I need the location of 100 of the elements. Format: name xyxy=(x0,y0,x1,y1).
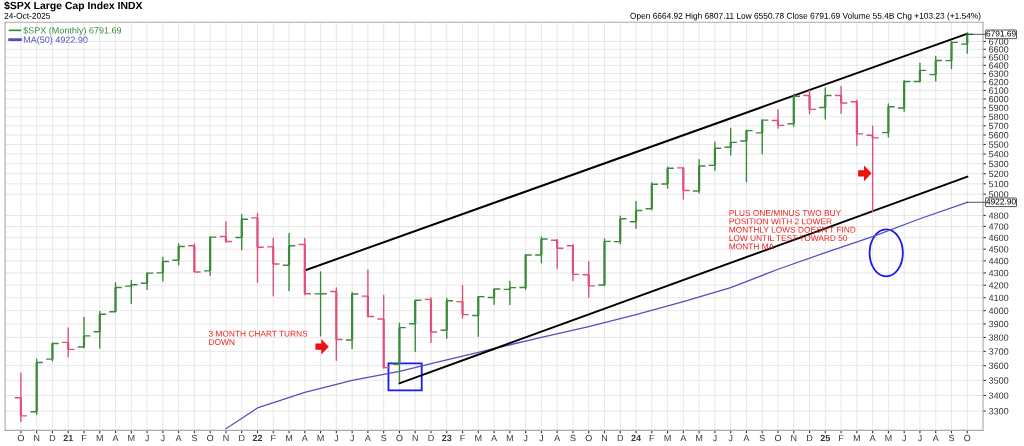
y-tick-label: 5900 xyxy=(988,104,1009,112)
y-tick-label: 3900 xyxy=(988,320,1009,328)
x-tick-label: 23 xyxy=(442,434,452,442)
candlestick xyxy=(929,55,942,82)
x-tick-label: M xyxy=(885,434,892,442)
x-tick-label: J xyxy=(712,434,717,442)
x-tick-label: D xyxy=(428,434,434,442)
x-tick-label: M xyxy=(696,434,703,442)
x-tick-label: F xyxy=(460,434,465,442)
x-tick-label: A xyxy=(554,434,561,442)
x-tick-label: S xyxy=(759,434,765,442)
x-tick-label: M xyxy=(128,434,135,442)
candlestick xyxy=(582,260,595,298)
y-tick-label: 5200 xyxy=(988,170,1009,178)
x-tick-label: J xyxy=(523,434,528,442)
x-tick-label: F xyxy=(839,434,844,442)
y-tick-label: 6600 xyxy=(989,46,1009,53)
x-tick-label: O xyxy=(396,434,403,442)
x-tick-label: D xyxy=(807,434,813,442)
legend-label: MA(50) 4922.90 xyxy=(23,36,88,45)
x-tick-label: J xyxy=(728,434,733,442)
y-tick-label: 5700 xyxy=(988,122,1009,130)
x-tick-label: J xyxy=(902,434,906,442)
y-tick-label: 6700 xyxy=(989,38,1009,45)
y-tick-label: 4300 xyxy=(988,269,1009,277)
x-tick-label: S xyxy=(570,434,576,442)
x-tick-label: M xyxy=(664,434,671,442)
y-tick-label: 5500 xyxy=(988,141,1009,148)
x-tick-label: A xyxy=(112,434,119,442)
candlestick xyxy=(282,232,296,292)
x-tick-label: D xyxy=(239,434,245,442)
candlestick xyxy=(456,285,469,319)
x-tick-label: M xyxy=(317,434,324,442)
x-tick-label: A xyxy=(364,434,371,442)
candlestick xyxy=(393,322,406,383)
x-tick-label: 24 xyxy=(631,434,642,442)
candlestick xyxy=(724,127,737,156)
x-tick-label: D xyxy=(49,434,56,442)
candlestick xyxy=(14,372,28,423)
y-tick-label: 3300 xyxy=(988,408,1009,415)
x-tick-label: F xyxy=(649,434,655,442)
x-tick-label: A xyxy=(491,434,498,442)
x-tick-label: J xyxy=(334,434,338,442)
x-tick-label: N xyxy=(791,434,797,442)
x-tick-label: J xyxy=(350,434,354,442)
x-tick-label: O xyxy=(774,434,782,442)
y-tick-label: 6100 xyxy=(989,87,1009,94)
y-tick-label: 5400 xyxy=(988,150,1009,158)
x-tick-label: N xyxy=(601,434,608,442)
y-tick-label: 5800 xyxy=(988,113,1009,121)
x-tick-label: O xyxy=(207,434,214,442)
y-tick-label: 6500 xyxy=(989,54,1009,61)
x-tick-label: N xyxy=(34,434,40,442)
x-tick-label: F xyxy=(81,434,87,442)
y-tick-label: 6000 xyxy=(989,95,1009,103)
candlestick xyxy=(708,141,722,172)
candlestick xyxy=(330,287,343,361)
x-tick-label: S xyxy=(191,434,197,442)
candlestick xyxy=(251,212,264,284)
y-tick-label: 6300 xyxy=(989,70,1009,77)
y-tick-label: 6200 xyxy=(989,78,1009,86)
y-tick-label: 3800 xyxy=(988,334,1009,341)
legend-label: $SPX (Monthly) 6791.69 xyxy=(23,26,122,36)
candlestick xyxy=(598,238,611,287)
candlestick xyxy=(61,327,75,358)
candlestick xyxy=(945,40,958,70)
candlestick xyxy=(629,200,643,230)
y-tick-label: 4600 xyxy=(988,234,1009,242)
y-tick-label: 4100 xyxy=(988,294,1009,302)
x-tick-label: M xyxy=(475,434,482,442)
candlestick xyxy=(30,358,43,416)
x-tick-label: J xyxy=(917,434,922,442)
x-tick-label: 25 xyxy=(820,434,831,442)
y-tick-label: 5000 xyxy=(988,191,1009,198)
x-tick-label: A xyxy=(743,434,750,442)
x-tick-label: A xyxy=(932,434,939,442)
y-tick-label: 4200 xyxy=(988,282,1009,289)
x-tick-label: O xyxy=(17,434,24,442)
candlestick xyxy=(156,256,170,282)
x-tick-label: M xyxy=(853,434,860,442)
candlestick xyxy=(125,279,138,305)
y-tick-label: 4000 xyxy=(988,307,1009,315)
y-tick-label: 5600 xyxy=(988,131,1009,139)
candlestick xyxy=(93,310,106,349)
x-tick-label: M xyxy=(506,434,513,442)
annotation: 6791.69 xyxy=(986,30,1016,37)
candlestick xyxy=(235,213,248,251)
x-tick-label: D xyxy=(617,434,624,442)
candlestick xyxy=(503,280,517,306)
x-tick-label: S xyxy=(948,434,955,442)
y-tick-label: 4400 xyxy=(988,257,1009,265)
x-tick-label: J xyxy=(160,434,165,442)
x-tick-label: A xyxy=(175,434,182,442)
candlestick xyxy=(866,125,879,213)
x-tick-label: O xyxy=(964,434,971,442)
x-tick-label: J xyxy=(144,434,149,442)
x-tick-label: 21 xyxy=(63,434,73,442)
y-tick-label: 4800 xyxy=(988,212,1009,219)
x-tick-label: O xyxy=(585,434,592,442)
y-tick-label: 5100 xyxy=(988,180,1009,188)
